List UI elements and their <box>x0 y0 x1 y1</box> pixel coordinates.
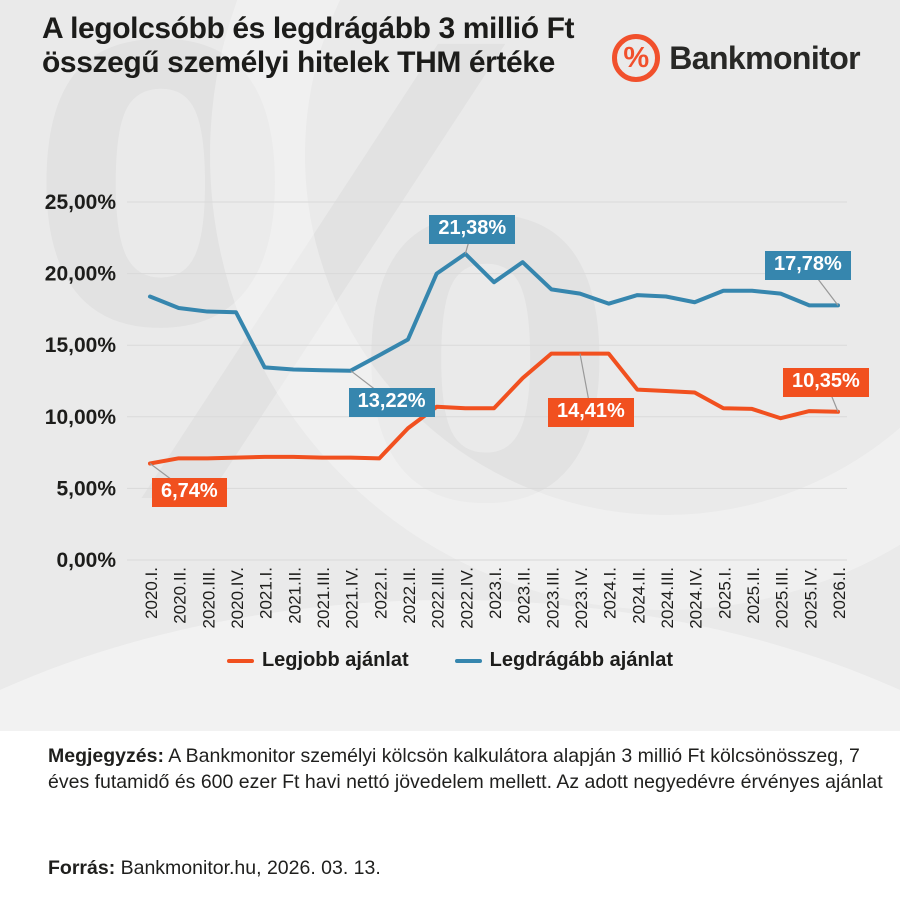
data-point-label: 14,41% <box>548 397 634 427</box>
y-axis-tick-label: 5,00% <box>56 477 116 500</box>
x-axis-tick-label: 2022.II. <box>400 567 419 624</box>
x-axis-tick-label: 2021.II. <box>285 567 304 624</box>
x-axis-tick-label: 2020.I. <box>142 567 161 619</box>
legend-item-best-offer: Legjobb ajánlat <box>226 649 409 672</box>
legend-label-best-offer: Legjobb ajánlat <box>261 649 409 671</box>
note-body: A Bankmonitor személyi kölcsön kalkuláto… <box>48 745 883 793</box>
x-axis-tick-label: 2024.IV. <box>687 567 706 629</box>
x-axis-tick-label: 2022.IV. <box>457 567 476 629</box>
most-expensive-offer-line-swatch <box>454 658 482 663</box>
x-axis-tick-label: 2025.I. <box>715 567 734 619</box>
chart-legend: Legjobb ajánlat Legdrágább ajánlat <box>0 649 900 672</box>
x-axis-tick-label: 2023.I. <box>486 567 505 619</box>
x-axis-tick-label: 2020.II. <box>171 567 190 624</box>
legend-item-most-expensive-offer: Legdrágább ajánlat <box>454 649 674 672</box>
y-axis-tick-label: 25,00% <box>45 191 117 214</box>
data-point-label: 10,35% <box>783 367 869 397</box>
x-axis-tick-label: 2020.IV. <box>228 567 247 629</box>
y-axis-tick-label: 15,00% <box>45 334 117 357</box>
x-axis-tick-label: 2020.III. <box>199 567 218 628</box>
x-axis-tick-label: 2022.III. <box>429 567 448 628</box>
series-line-0 <box>148 351 840 466</box>
x-axis-tick-label: 2023.IV. <box>572 567 591 629</box>
x-axis-tick-label: 2025.III. <box>773 567 792 628</box>
x-axis-tick-label: 2023.II. <box>515 567 534 624</box>
data-point-label: 17,78% <box>765 251 851 281</box>
percent-circle-icon: % <box>612 34 661 82</box>
x-axis-tick-label: 2024.II. <box>629 567 648 624</box>
footer: Megjegyzés: A Bankmonitor személyi kölcs… <box>0 731 900 900</box>
source-label: Forrás: <box>48 857 116 879</box>
y-axis-tick-label: 10,00% <box>45 406 117 429</box>
x-axis-tick-label: 2025.II. <box>744 567 763 624</box>
line-chart: 0,00% 5,00% 10,00% 15,00% 20,00% 25,00% 2020.I… <box>45 191 849 629</box>
legend-label-most-expensive-offer: Legdrágább ajánlat <box>489 649 674 671</box>
note-text: Megjegyzés: A Bankmonitor személyi kölcs… <box>48 743 893 795</box>
series-line-1 <box>148 251 840 373</box>
source-text: Forrás: Bankmonitor.hu, 2026. 03. 13. <box>48 857 381 880</box>
x-axis-tick-label: 2025.IV. <box>801 567 820 629</box>
x-axis-tick-label: 2023.III. <box>543 567 562 628</box>
x-axis-tick-label: 2024.III. <box>658 567 677 628</box>
brand-logo: % Bankmonitor <box>612 34 861 82</box>
note-label: Megjegyzés: <box>48 745 164 767</box>
data-point-label: 13,22% <box>348 387 435 417</box>
source-body: Bankmonitor.hu, 2026. 03. 13. <box>115 857 381 879</box>
chart-title: A legolcsóbb és legdrágább 3 millió Ft ö… <box>42 12 575 79</box>
y-axis-tick-label: 0,00% <box>56 549 116 572</box>
x-axis-tick-label: 2024.I. <box>601 567 620 619</box>
data-point-label: 6,74% <box>152 478 227 508</box>
data-point-label: 21,38% <box>429 214 516 244</box>
brand-name: Bankmonitor <box>669 39 860 76</box>
x-axis-tick-label: 2026.I. <box>830 567 849 619</box>
x-axis-tick-label: 2021.IV. <box>343 567 362 629</box>
x-axis-tick-label: 2021.III. <box>314 567 333 628</box>
y-axis-tick-label: 20,00% <box>45 263 117 286</box>
best-offer-line-swatch <box>226 658 254 663</box>
chart-panel: % A legolcsóbb és legdrágább 3 millió Ft… <box>0 0 900 731</box>
x-axis-tick-label: 2021.I. <box>257 567 276 619</box>
x-axis-tick-label: 2022.I. <box>371 567 390 619</box>
